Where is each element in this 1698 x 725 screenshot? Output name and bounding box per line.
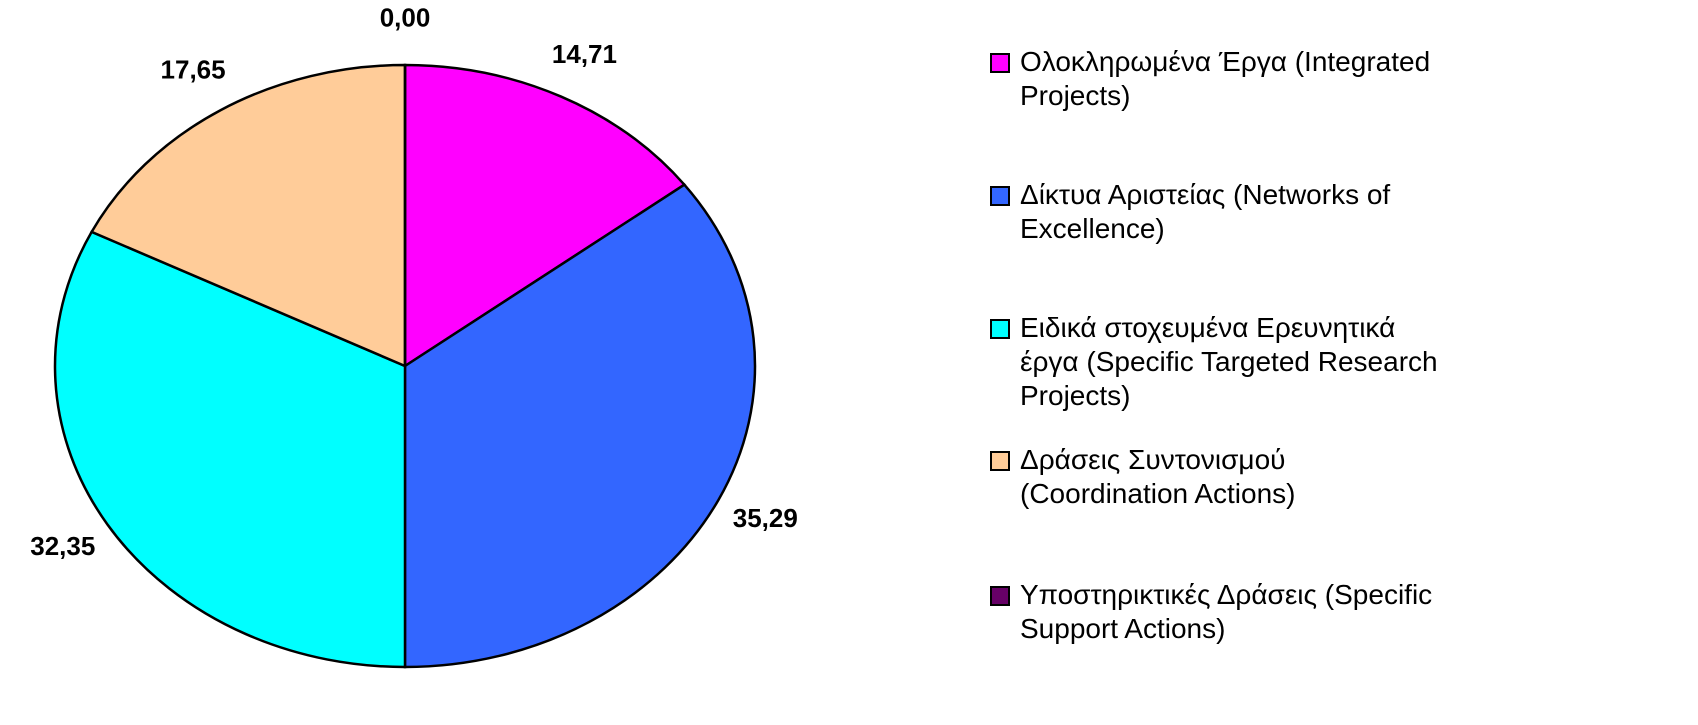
legend-entry: Ολοκληρωμένα Έργα (Integrated Projects) bbox=[990, 45, 1550, 113]
legend-swatch bbox=[990, 451, 1010, 471]
data-label: 35,29 bbox=[733, 503, 798, 533]
legend-label: Δράσεις Συντονισμού (Coordination Action… bbox=[1020, 444, 1296, 509]
legend-swatch bbox=[990, 586, 1010, 606]
legend-entry: Ειδικά στοχευμένα Ερευνητικά έργα (Speci… bbox=[990, 311, 1550, 413]
legend-swatch bbox=[990, 53, 1010, 73]
data-label: 14,71 bbox=[552, 39, 617, 69]
data-label: 0,00 bbox=[380, 3, 431, 33]
pie-slice bbox=[403, 63, 687, 369]
legend-label: Ολοκληρωμένα Έργα (Integrated Projects) bbox=[1020, 46, 1431, 111]
data-label: 17,65 bbox=[161, 55, 226, 85]
legend-swatch bbox=[990, 186, 1010, 206]
legend-entry: Δράσεις Συντονισμού (Coordination Action… bbox=[990, 443, 1550, 511]
legend-label: Ειδικά στοχευμένα Ερευνητικά έργα (Speci… bbox=[1020, 312, 1438, 411]
legend-entry: Υποστηρικτικές Δράσεις (Specific Support… bbox=[990, 578, 1550, 646]
legend-label: Υποστηρικτικές Δράσεις (Specific Support… bbox=[1020, 579, 1433, 644]
data-label: 32,35 bbox=[30, 531, 95, 561]
legend-label: Δίκτυα Αριστείας (Networks of Excellence… bbox=[1020, 179, 1391, 244]
legend-swatch bbox=[990, 319, 1010, 339]
pie-slice bbox=[53, 230, 407, 669]
pie-slice bbox=[403, 183, 757, 669]
legend-entry: Δίκτυα Αριστείας (Networks of Excellence… bbox=[990, 178, 1550, 246]
pie-slice bbox=[89, 63, 407, 368]
chart: 14,71 35,29 32,35 17,65 0,00 bbox=[30, 3, 798, 669]
